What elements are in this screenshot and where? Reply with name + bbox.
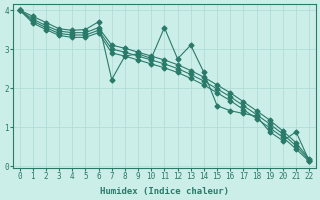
X-axis label: Humidex (Indice chaleur): Humidex (Indice chaleur) [100, 187, 229, 196]
